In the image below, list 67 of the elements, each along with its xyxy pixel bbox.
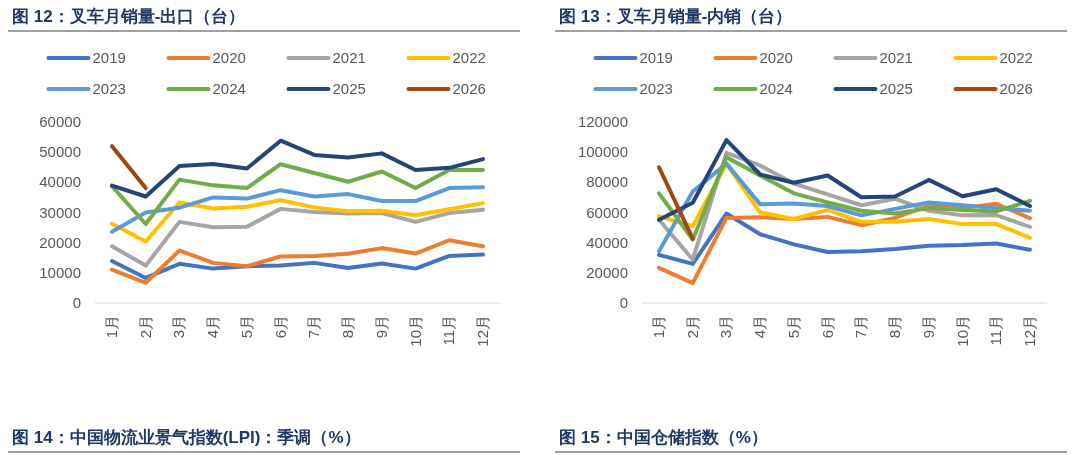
y-tick-label: 20000 bbox=[586, 263, 628, 281]
legend-label: 2024 bbox=[759, 80, 793, 97]
y-tick-label: 20000 bbox=[39, 233, 81, 251]
chart-title: 图 12：叉车月销量-出口（台） bbox=[12, 7, 246, 26]
y-tick-label: 50000 bbox=[39, 143, 81, 161]
legend-label: 2025 bbox=[332, 80, 366, 97]
x-tick-label: 11月 bbox=[440, 315, 458, 346]
legend-label: 2024 bbox=[212, 80, 246, 97]
x-tick-label: 5月 bbox=[237, 315, 255, 339]
x-tick-label: 11月 bbox=[987, 315, 1005, 346]
x-tick-label: 4月 bbox=[751, 315, 769, 339]
caption: 图 15：中国仓储指数（%） bbox=[559, 428, 768, 447]
line-series bbox=[110, 238, 485, 285]
legend-label: 2026 bbox=[999, 80, 1033, 97]
x-tick-label: 9月 bbox=[372, 315, 390, 339]
legend-label: 2022 bbox=[452, 49, 486, 66]
line-series bbox=[110, 162, 485, 226]
line-series bbox=[110, 185, 485, 234]
legend-label: 2026 bbox=[452, 80, 486, 97]
legend-label: 2021 bbox=[879, 49, 913, 66]
x-tick-label: 8月 bbox=[886, 315, 904, 339]
x-tick-label: 1月 bbox=[103, 315, 120, 339]
x-tick-label: 4月 bbox=[204, 315, 222, 339]
x-tick-label: 1月 bbox=[650, 315, 667, 339]
line-series bbox=[110, 252, 485, 280]
y-tick-label: 120000 bbox=[577, 113, 628, 130]
line-series bbox=[110, 138, 485, 199]
x-tick-label: 2月 bbox=[136, 315, 154, 339]
x-tick-label: 9月 bbox=[919, 315, 937, 339]
legend-label: 2022 bbox=[999, 49, 1033, 66]
y-tick-label: 0 bbox=[619, 294, 628, 311]
y-tick-label: 80000 bbox=[586, 173, 628, 191]
x-tick-label: 12月 bbox=[474, 315, 491, 347]
x-tick-label: 3月 bbox=[170, 315, 188, 339]
x-tick-label: 6月 bbox=[271, 315, 289, 339]
y-tick-label: 60000 bbox=[39, 113, 81, 130]
x-tick-label: 3月 bbox=[717, 315, 735, 339]
line-series bbox=[657, 138, 1032, 222]
legend-label: 2025 bbox=[879, 80, 913, 97]
legend-label: 2023 bbox=[92, 80, 126, 97]
x-tick-label: 12月 bbox=[1021, 315, 1038, 347]
line-series bbox=[110, 206, 485, 268]
x-tick-label: 5月 bbox=[784, 315, 802, 339]
x-tick-label: 10月 bbox=[406, 315, 424, 347]
line-series bbox=[110, 198, 485, 244]
y-tick-label: 60000 bbox=[586, 203, 628, 221]
x-tick-label: 10月 bbox=[953, 315, 971, 347]
y-tick-label: 100000 bbox=[577, 143, 628, 161]
legend-label: 2019 bbox=[92, 49, 126, 66]
x-tick-label: 2月 bbox=[683, 315, 701, 339]
x-tick-label: 7月 bbox=[305, 315, 323, 339]
x-tick-label: 6月 bbox=[818, 315, 836, 339]
legend-label: 2020 bbox=[212, 49, 246, 66]
y-tick-label: 40000 bbox=[39, 173, 81, 191]
chart-title: 图 13：叉车月销量-内销（台） bbox=[559, 7, 793, 26]
legend-label: 2023 bbox=[639, 80, 673, 97]
caption: 图 14：中国物流业景气指数(LPI)：季调（%） bbox=[12, 428, 361, 447]
y-tick-label: 0 bbox=[72, 294, 81, 311]
y-tick-label: 30000 bbox=[39, 203, 81, 221]
legend-label: 2019 bbox=[639, 49, 673, 66]
line-series bbox=[657, 211, 1032, 266]
y-tick-label: 10000 bbox=[39, 263, 81, 281]
legend-label: 2021 bbox=[332, 49, 366, 66]
x-tick-label: 8月 bbox=[339, 315, 357, 339]
legend-label: 2020 bbox=[759, 49, 793, 66]
y-tick-label: 40000 bbox=[586, 233, 628, 251]
x-tick-label: 7月 bbox=[852, 315, 870, 339]
